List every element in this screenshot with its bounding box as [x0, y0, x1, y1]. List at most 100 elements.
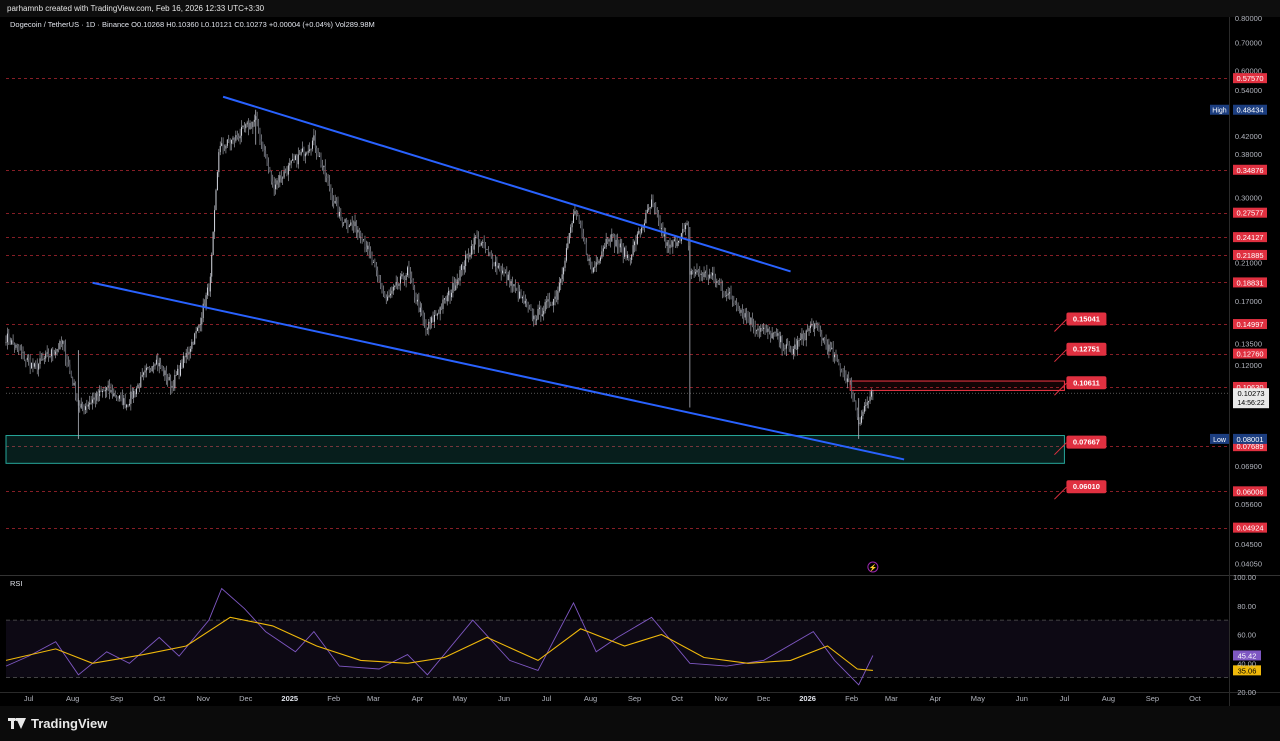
candle-body: [747, 317, 749, 319]
candle-body: [134, 391, 136, 395]
rsi-tick-label: 40.00: [1237, 659, 1256, 668]
candle-body: [320, 155, 322, 166]
candle-body: [489, 251, 491, 254]
candle-body: [814, 323, 816, 330]
callout-box[interactable]: [1066, 480, 1107, 494]
callout-box[interactable]: [1066, 435, 1107, 449]
candle-body: [84, 406, 86, 410]
candle-body: [607, 238, 609, 242]
callout-box[interactable]: [1066, 342, 1107, 356]
candle-body: [348, 225, 350, 227]
resistance-box[interactable]: [849, 380, 1065, 391]
candle-body: [279, 175, 281, 183]
candle-body: [287, 165, 289, 175]
candle-body: [658, 213, 660, 221]
candle-body: [739, 310, 741, 313]
candle-body: [248, 122, 250, 130]
candle-body: [223, 147, 225, 149]
lower-channel-trendline[interactable]: [92, 281, 905, 461]
candle-body: [553, 298, 555, 306]
candle-body: [592, 267, 594, 273]
candle-body: [89, 402, 91, 405]
candle-body: [524, 300, 526, 304]
candle-body: [25, 359, 27, 361]
candle-body: [577, 213, 579, 216]
candle-body: [781, 336, 783, 349]
price-chart[interactable]: Dogecoin / TetherUS · 1D · Binance O0.10…: [0, 0, 1280, 706]
candle-body: [145, 367, 147, 371]
legend-symbol: Dogecoin / TetherUS · 1D · Binance: [10, 20, 129, 29]
candle-body: [663, 234, 665, 237]
candle-body: [693, 272, 695, 274]
candle-body: [114, 393, 116, 398]
candle-body: [743, 312, 745, 318]
candle-body: [161, 367, 163, 369]
candle-body: [563, 267, 565, 275]
candle-body: [768, 328, 770, 332]
candle-body: [303, 148, 305, 157]
level-tag-label: 0.12760: [1236, 350, 1263, 359]
price-tick-label: 0.70000: [1235, 38, 1262, 47]
candle-body: [239, 135, 241, 139]
candle-body: [174, 375, 176, 389]
candle-body: [628, 254, 630, 259]
candle-body: [155, 359, 157, 365]
candle-body: [526, 300, 528, 304]
candle-body: [93, 397, 95, 400]
rsi-value-label: 35.06: [1238, 666, 1257, 675]
candle-body: [872, 391, 874, 394]
candle-body: [432, 317, 434, 322]
candle-body: [387, 296, 389, 301]
candle-body: [337, 203, 339, 217]
candle-body: [181, 362, 183, 368]
upper-channel-trendline[interactable]: [222, 95, 791, 273]
candle-body: [868, 401, 870, 403]
candle-body: [241, 127, 243, 136]
candle-body: [797, 340, 799, 350]
rsi-ma-line: [5, 616, 873, 671]
candle-body: [764, 327, 766, 329]
tradingview-logo[interactable]: TradingView: [8, 716, 107, 731]
candle-body: [341, 217, 343, 223]
callout-box[interactable]: [1066, 312, 1107, 326]
candle-body: [815, 323, 817, 324]
candle-body: [591, 264, 593, 273]
candle-body: [568, 232, 570, 244]
event-marker-icon[interactable]: [867, 561, 879, 573]
candle-body: [551, 304, 553, 306]
candle-body: [468, 254, 470, 258]
candle-body: [418, 299, 420, 312]
candle-body: [608, 239, 610, 242]
candle-body: [209, 276, 211, 292]
candle-body: [499, 265, 501, 272]
candle-body: [412, 280, 414, 287]
candle-body: [116, 397, 118, 399]
candle-body: [709, 274, 711, 279]
candle-body: [21, 350, 23, 353]
level-tag: [1233, 232, 1267, 243]
high-value-tag: [1233, 104, 1267, 115]
candle-body: [40, 358, 42, 360]
candle-body: [157, 359, 159, 367]
support-zone[interactable]: [5, 435, 1065, 464]
candle-body: [865, 405, 867, 407]
candle-body: [433, 314, 435, 322]
candle-body: [439, 307, 441, 314]
candle-body: [514, 284, 516, 288]
callout-box[interactable]: [1066, 376, 1107, 390]
time-tick-label: May: [453, 694, 467, 703]
candle-body: [550, 304, 552, 306]
candle-body: [385, 297, 387, 301]
candle-body: [560, 279, 562, 283]
candle-body: [598, 260, 600, 264]
candle-body: [296, 155, 298, 165]
time-tick-label: Jun: [1016, 694, 1028, 703]
candle-body: [232, 137, 234, 140]
candle-body: [148, 367, 150, 371]
candle-body: [533, 315, 535, 320]
candle-body: [770, 331, 772, 339]
candle-body: [557, 291, 559, 300]
candle-body: [100, 390, 102, 392]
candle-body: [302, 148, 304, 152]
last-price-value: 0.10273: [1237, 389, 1264, 398]
